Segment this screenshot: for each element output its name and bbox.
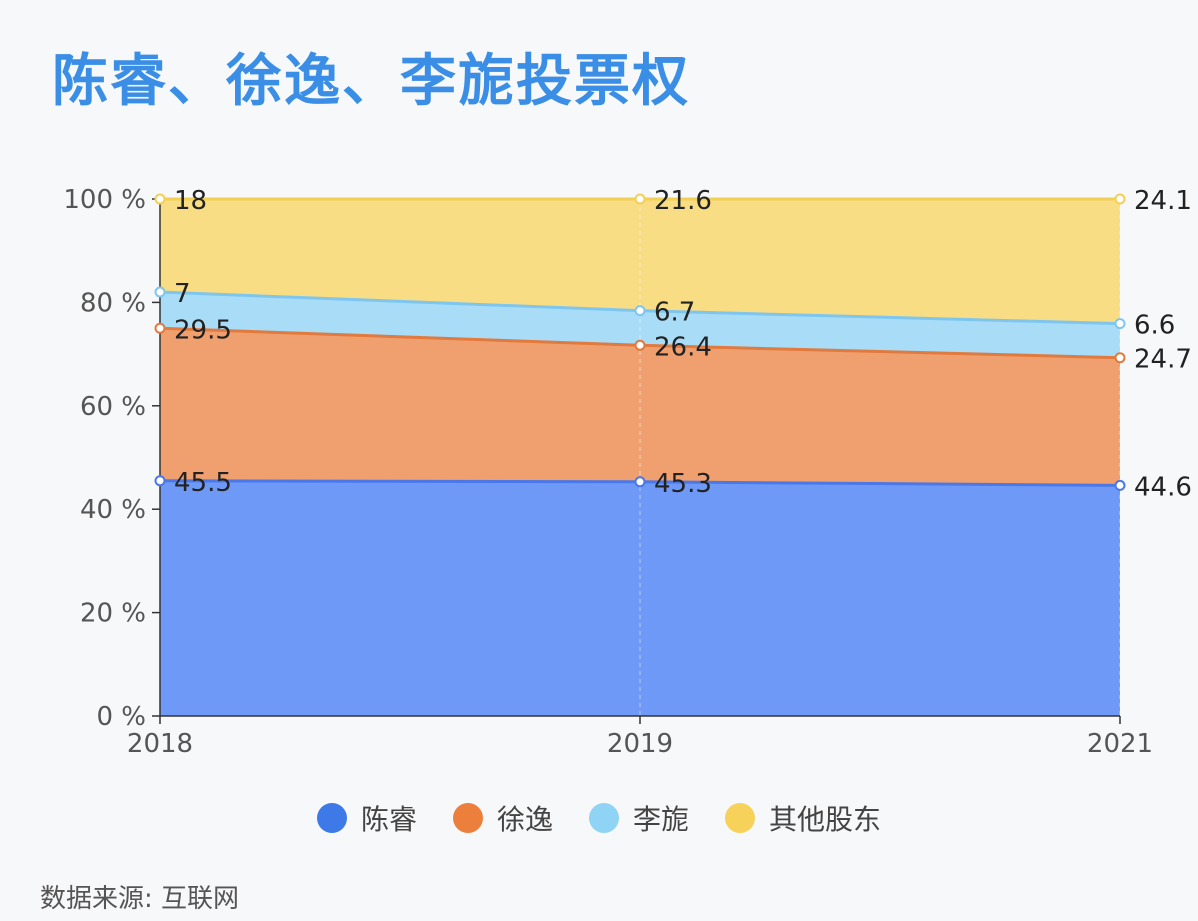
y-tick-label: 0 % [96,702,146,732]
data-point [634,305,646,317]
x-tick-label: 2018 [127,729,193,759]
data-label: 24.1 [1134,186,1192,216]
data-label: 7 [174,279,191,309]
data-label: 21.6 [654,186,712,216]
area-series-1 [160,328,1120,486]
legend-marker [725,803,756,833]
data-point [154,286,166,298]
legend-marker [589,803,619,833]
legend-marker [316,803,347,833]
area-series-2 [160,292,1120,358]
legend-label: 陈睿 [360,803,417,836]
legend-label: 李旎 [633,803,690,836]
data-label: 26.4 [654,332,712,362]
chart-title: 陈睿、徐逸、李旎投票权 [52,49,690,114]
data-label: 24.7 [1134,345,1192,375]
data-point [634,339,646,351]
data-point [1114,352,1126,364]
y-tick-label: 40 % [80,495,146,525]
y-tick-label: 100 % [63,185,146,215]
data-label: 29.5 [174,315,232,345]
legend: 陈睿 徐逸 李旎 其他股东 [0,798,1198,838]
data-point [634,193,646,205]
data-label: 45.5 [174,468,232,498]
area-series-0 [160,480,1120,716]
x-tick-label: 2019 [607,729,673,759]
data-point [154,475,166,487]
data-label: 6.7 [654,298,695,328]
data-source: 数据来源: 互联网 [40,884,240,914]
legend-label: 徐逸 [496,803,553,836]
data-point [1114,193,1126,205]
data-label: 45.3 [654,469,712,499]
area-series-3 [160,199,1120,324]
legend-item[interactable]: 其他股东 [725,798,881,838]
data-label: 44.6 [1134,472,1192,502]
data-label: 6.6 [1134,311,1175,341]
data-point [154,322,166,334]
legend-label: 其他股东 [769,803,882,836]
x-tick-label: 2021 [1087,729,1153,759]
y-tick-label: 20 % [80,599,146,629]
data-point [634,476,646,488]
legend-item[interactable]: 李旎 [589,798,689,838]
data-label: 18 [174,186,207,216]
data-point [1114,479,1126,491]
y-tick-label: 80 % [80,288,146,318]
legend-item[interactable]: 徐逸 [452,798,553,838]
data-point [154,193,166,205]
data-point [1114,318,1126,330]
legend-marker [452,803,483,833]
stacked-area-chart: 0 % 20 % 40 % 60 % 80 % 100 % 2018 2019 2021 45.5… [63,185,1192,759]
y-tick-label: 60 % [80,392,146,422]
legend-item[interactable]: 陈睿 [316,798,417,838]
